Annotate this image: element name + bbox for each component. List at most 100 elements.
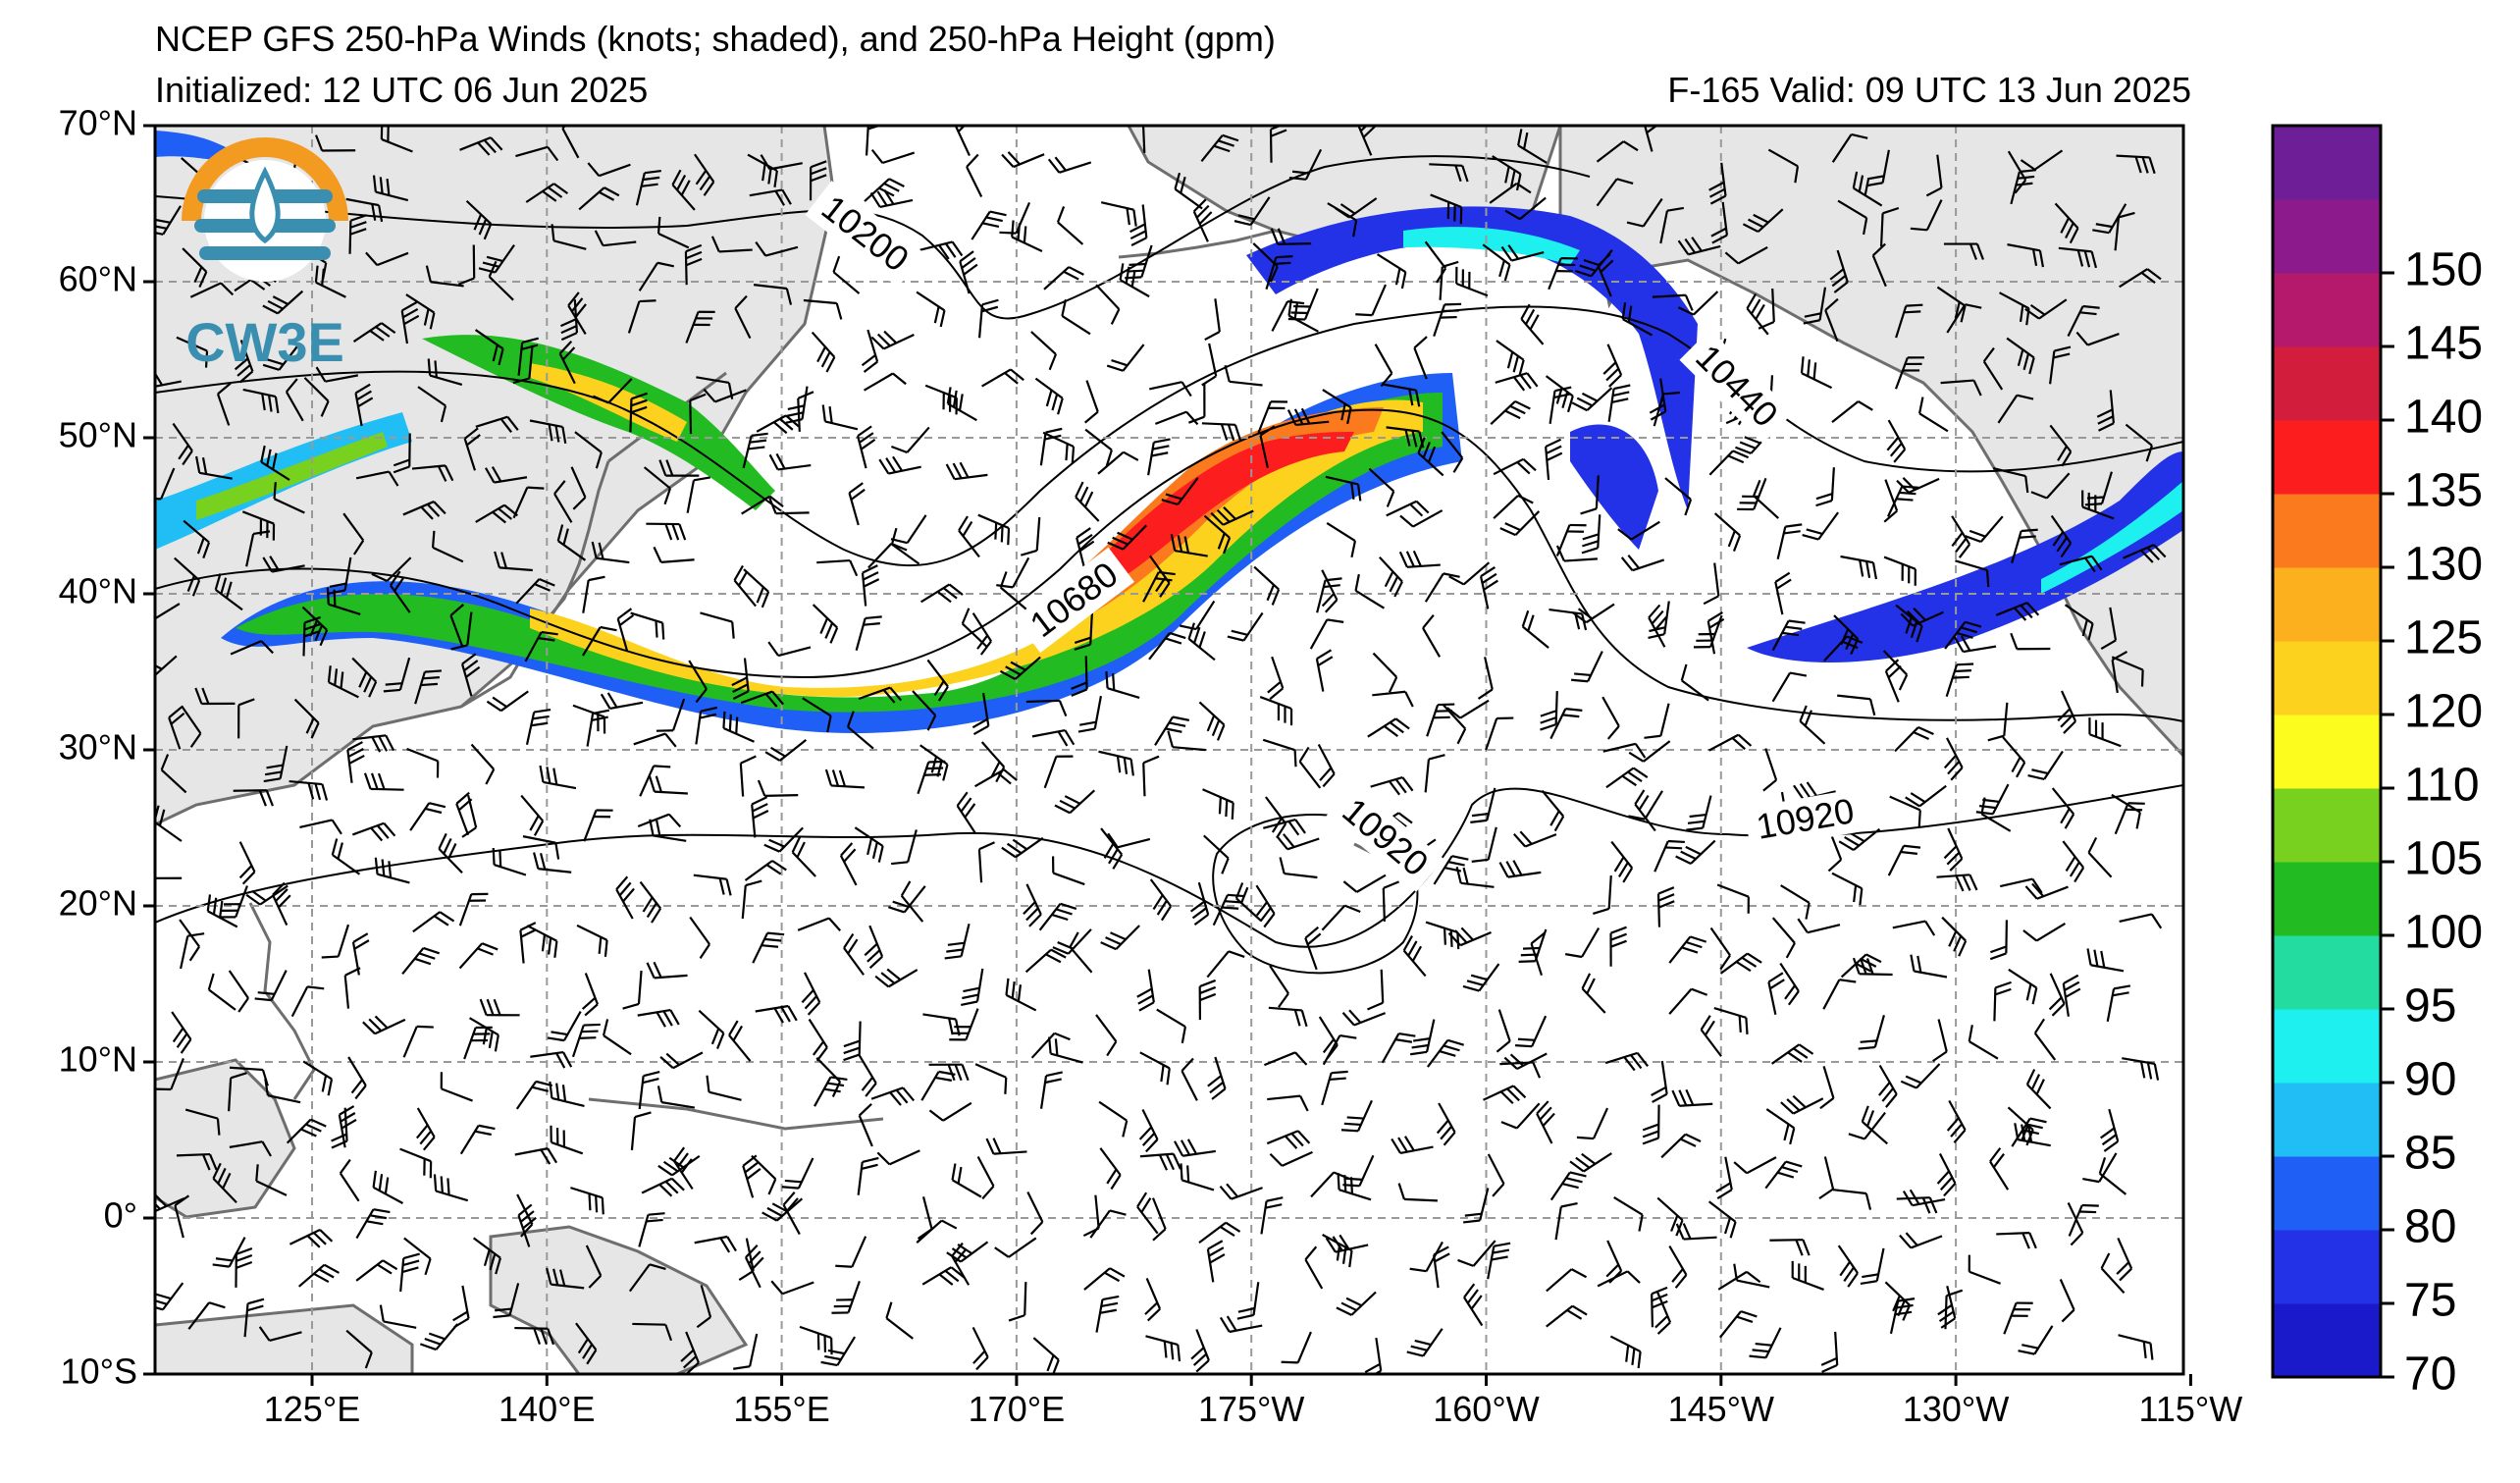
wind-barb: [1095, 1014, 1118, 1057]
wind-barb: [520, 794, 545, 836]
wind-barb: [2018, 1325, 2054, 1355]
wind-barb: [1056, 206, 1084, 245]
wind-barb: [1236, 1282, 1260, 1320]
wind-barb: [956, 791, 977, 835]
wind-barb: [1576, 1107, 1609, 1140]
wind-barb: [1602, 344, 1623, 388]
wind-barb: [194, 687, 236, 706]
wind-barb: [347, 1056, 367, 1100]
wind-barb: [1370, 775, 1414, 796]
wind-barb: [1276, 833, 1320, 851]
wind-barb: [643, 466, 672, 505]
wind-barb: [2087, 836, 2113, 878]
wind-barb: [646, 961, 688, 980]
wind-barb: [343, 967, 361, 1009]
wind-barb: [1042, 431, 1076, 464]
wind-barb: [2057, 690, 2077, 734]
wind-barb: [380, 126, 413, 153]
wind-barb: [696, 1285, 712, 1329]
wind-barb: [1703, 562, 1720, 606]
lon-label: 115°W: [2139, 1389, 2243, 1429]
wind-barb: [1860, 1247, 1885, 1286]
wind-barb: [176, 336, 209, 368]
wind-barb: [1054, 789, 1096, 815]
wind-barb: [1386, 500, 1430, 517]
wind-barb: [2025, 1069, 2052, 1110]
init-time: Initialized: 12 UTC 06 Jun 2025: [155, 70, 649, 110]
wind-barb: [656, 698, 686, 732]
wind-barb: [1032, 1337, 1060, 1374]
coast-micronesia: [588, 1097, 884, 1131]
colorbar-tick-label: 90: [2404, 1054, 2456, 1106]
wind-barb: [622, 970, 643, 1010]
wind-barb: [1342, 874, 1387, 893]
wind-barb: [744, 860, 787, 881]
wind-barb: [449, 604, 465, 648]
wind-barb: [1161, 477, 1199, 506]
wind-barb: [230, 640, 274, 656]
wind-barb: [1154, 715, 1190, 746]
wind-barb: [235, 1246, 253, 1288]
wind-barb: [1100, 201, 1137, 227]
wind-barb: [1609, 926, 1627, 967]
wind-barb: [393, 433, 411, 474]
wind-barb: [1267, 656, 1285, 701]
wind-barb: [1147, 438, 1171, 476]
wind-barb: [1656, 886, 1675, 927]
wind-barb: [2059, 1279, 2075, 1323]
wind-barb: [254, 970, 288, 1002]
wind-barb: [574, 431, 603, 469]
wind-barb: [1899, 1232, 1943, 1249]
wind-barb: [206, 894, 238, 928]
wind-barb: [1713, 1007, 1749, 1034]
wind-barb: [731, 658, 750, 700]
wind-barb: [2003, 1301, 2033, 1335]
wind-barb: [2067, 1202, 2084, 1246]
wind-barb: [263, 745, 289, 783]
lat-label: 40°N: [59, 571, 137, 611]
wind-barb: [591, 541, 630, 564]
wind-barb: [1943, 737, 1964, 781]
wind-barb: [160, 754, 187, 794]
wind-barb: [637, 1008, 680, 1028]
wind-barb: [522, 835, 560, 860]
wind-barb: [749, 188, 792, 206]
wind-barb: [1322, 389, 1352, 425]
colorbar: 70 75 80 85 90 95 100 105 110 120 125 130 135 140 145 1…: [2271, 124, 2483, 1401]
wind-barb: [733, 564, 757, 608]
wind-barb: [1318, 1016, 1339, 1060]
wind-barb: [1852, 171, 1883, 207]
wind-barb: [1426, 703, 1455, 737]
wind-barb: [1993, 980, 2012, 1022]
wind-barb: [1495, 372, 1539, 392]
wind-barb: [1593, 874, 1612, 916]
wind-barb: [891, 426, 930, 454]
wind-barb: [155, 371, 182, 388]
wind-barb: [1706, 611, 1725, 655]
wind-barb: [1008, 1282, 1027, 1322]
wind-barb: [2007, 243, 2045, 268]
wind-barb: [1569, 1152, 1612, 1173]
wind-barb: [1498, 860, 1542, 878]
wind-barb: [1820, 1331, 1839, 1373]
wind-barb: [1668, 935, 1707, 964]
wind-barb: [2082, 1152, 2118, 1184]
wind-barb: [858, 1053, 877, 1097]
wind-barb: [578, 186, 620, 211]
wind-barb: [1831, 132, 1868, 163]
wind-barb: [885, 1301, 914, 1340]
wind-barb: [2050, 514, 2073, 558]
wind-barb: [1503, 1052, 1548, 1071]
wind-barb: [1886, 419, 1907, 463]
wind-barb: [2027, 750, 2064, 780]
wind-barb: [155, 1282, 184, 1311]
wind-barb: [1936, 1153, 1957, 1197]
wind-barb: [1470, 787, 1496, 823]
wind-barb: [1043, 266, 1084, 291]
wind-barb: [1051, 856, 1085, 886]
wind-barb: [1234, 882, 1262, 923]
wind-barb: [2051, 787, 2075, 829]
wind-barb: [1944, 620, 1982, 650]
wind-barb: [1800, 356, 1833, 390]
wind-barb: [514, 1147, 558, 1165]
